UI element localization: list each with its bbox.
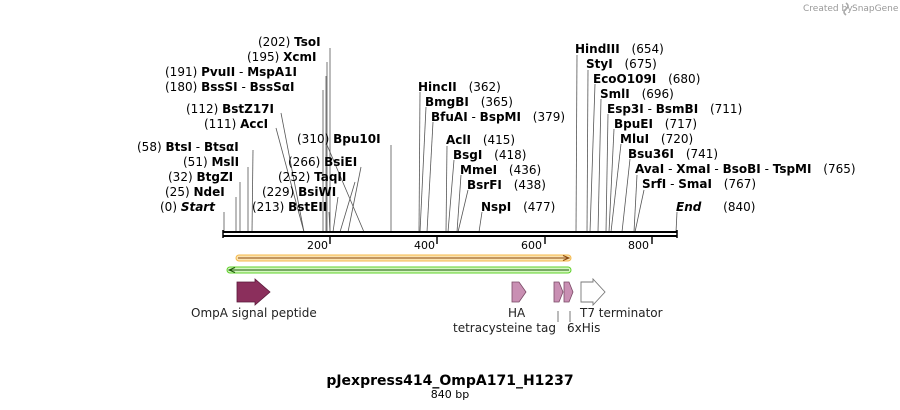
credit-text: Created by [803, 4, 853, 14]
feature-label-t7: T7 terminator [579, 306, 663, 320]
site-label: MmeI (436) [460, 163, 541, 177]
feature-label-6xhis: 6xHis [567, 321, 600, 335]
orf-reverse [226, 266, 572, 274]
site-label: (266) BsiEI [288, 155, 357, 169]
site-label: BfuAI - BspMI (379) [431, 110, 565, 124]
feature-ompa-signal-peptide: OmpA signal peptide [191, 278, 317, 320]
site-label: (32) BtgZI [168, 170, 233, 184]
site-label: (180) BssSI - BssSαI [165, 80, 294, 94]
site-leader-lines [223, 48, 678, 233]
ruler-tick-label: 200 [307, 239, 328, 252]
orf-forward [235, 254, 572, 262]
ruler-ticks: 200 400 600 800 [307, 237, 653, 252]
site-label: AvaI - XmaI - BsoBI - TspMI (765) [635, 162, 856, 176]
site-label: SrfI - SmaI (767) [642, 177, 756, 191]
left-site-labels: (202) TsoI (195) XcmI (191) PvuII - MspA… [137, 35, 381, 214]
site-label: MluI (720) [620, 132, 693, 146]
right-site-labels: HindIII (654) StyI (675) EcoO109I (680) … [575, 42, 856, 214]
site-label: (229) BsiWI [262, 185, 336, 199]
site-label: BmgBI (365) [425, 95, 513, 109]
feature-label-ompa: OmpA signal peptide [191, 306, 317, 320]
site-label: Bsu36I (741) [628, 147, 718, 161]
site-label: EcoO109I (680) [593, 72, 700, 86]
feature-arrow-tetracysteine [553, 281, 564, 303]
site-label: (58) BtsI - BtsαI [137, 140, 239, 154]
feature-arrow-ompa [236, 278, 271, 306]
credit-brand: SnapGene [852, 4, 899, 14]
map-length: 840 bp [431, 388, 469, 401]
site-label: (112) BstZ17I [186, 102, 274, 116]
feature-tetracysteine-tag: tetracysteine tag [453, 281, 564, 335]
site-label: SmlI (696) [600, 87, 674, 101]
middle-site-labels: HincII (362) BmgBI (365) BfuAI - BspMI (… [418, 80, 565, 214]
feature-arrow-t7 [580, 277, 606, 307]
site-label: StyI (675) [586, 57, 657, 71]
site-label-end: End (840) [676, 200, 755, 214]
map-title: pJexpress414_OmpA171_H1237 [326, 373, 573, 389]
feature-6xhis: 6xHis [563, 281, 600, 335]
site-label: (111) AccI [204, 117, 268, 131]
site-label: BsgI (418) [453, 148, 526, 162]
site-label: (51) MslI [183, 155, 239, 169]
site-label: (213) BstEII [252, 200, 327, 214]
site-label: BpuEI (717) [614, 117, 697, 131]
site-label: (310) Bpu10I [297, 132, 381, 146]
site-label: BsrFI (438) [467, 178, 546, 192]
feature-arrow-ha [511, 281, 527, 303]
site-label: NspI (477) [481, 200, 555, 214]
site-label: (202) TsoI [258, 35, 321, 49]
feature-label-tetracysteine: tetracysteine tag [453, 321, 556, 335]
feature-arrow-6xhis [563, 281, 574, 303]
ruler-tick-label: 600 [521, 239, 542, 252]
feature-t7-terminator: T7 terminator [579, 277, 663, 320]
ruler-tick-label: 800 [628, 239, 649, 252]
sequence-backbone [222, 230, 678, 238]
feature-label-ha: HA [508, 306, 526, 320]
feature-ha: HA [508, 281, 527, 320]
ruler-tick-label: 400 [414, 239, 435, 252]
snapgene-logo-icon [843, 2, 849, 16]
site-label: (195) XcmI [247, 50, 316, 64]
site-label: (191) PvuII - MspA1I [165, 65, 297, 79]
site-label: HindIII (654) [575, 42, 664, 56]
site-label: HincII (362) [418, 80, 501, 94]
site-label-start: (0) Start [160, 200, 216, 214]
site-label: AclI (415) [446, 133, 515, 147]
site-label: (25) NdeI [165, 185, 225, 199]
site-label: Esp3I - BsmBI (711) [607, 102, 742, 116]
site-label: (252) TaqII [278, 170, 346, 184]
